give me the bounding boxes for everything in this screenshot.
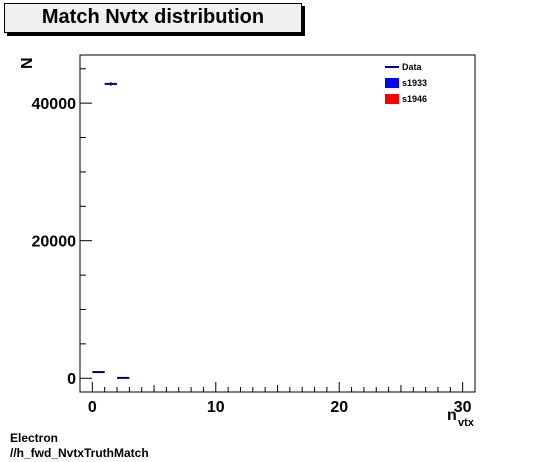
chart-title: Match Nvtx distribution	[41, 6, 265, 28]
y-axis: 0 20000 40000	[32, 68, 92, 388]
legend: Data s1933 s1946	[385, 62, 427, 104]
footer-line-2: //h_fwd_NvtxTruthMatch	[10, 446, 149, 460]
x-tick-label: 10	[207, 399, 225, 416]
plot-frame	[79, 54, 476, 393]
x-tick-label: 30	[454, 399, 472, 416]
data-marks	[92, 81, 130, 379]
x-axis-label-subscript: vtx	[458, 417, 475, 429]
y-axis-label: N	[19, 57, 36, 69]
legend-box-swatch	[385, 78, 399, 88]
y-tick-label: 20000	[32, 234, 77, 251]
x-axis-label: n	[447, 407, 457, 424]
legend-label: s1933	[402, 78, 427, 88]
legend-label: Data	[402, 62, 423, 72]
chart-title-box: Match Nvtx distribution	[4, 3, 302, 33]
legend-box-swatch	[385, 94, 399, 104]
y-tick-label: 0	[67, 371, 76, 388]
footer-line-1: Electron	[10, 431, 59, 445]
x-tick-label: 0	[88, 399, 97, 416]
y-tick-label: 40000	[32, 96, 77, 113]
legend-label: s1946	[402, 94, 427, 104]
x-tick-label: 20	[330, 399, 348, 416]
x-axis: 0 10 20 30	[79, 382, 476, 416]
